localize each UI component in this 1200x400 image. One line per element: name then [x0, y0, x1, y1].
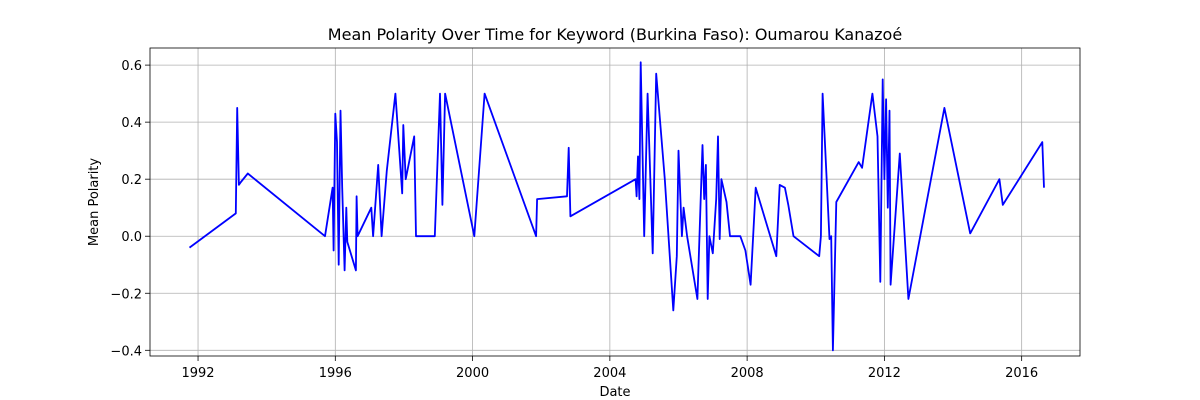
grid-lines: [150, 48, 1080, 356]
x-axis-title: Date: [599, 385, 630, 400]
chart-title: Mean Polarity Over Time for Keyword (Bur…: [328, 25, 902, 44]
x-tick-label: 2012: [868, 366, 901, 381]
x-axis-ticks: 1992 1996 2000 2004 2008 2012 2016: [181, 356, 1038, 381]
y-tick-label: −0.2: [110, 287, 142, 302]
series-line-mean-polarity: [188, 61, 1045, 352]
x-tick-label: 2004: [593, 366, 626, 381]
plot-frame: [149, 47, 1081, 357]
x-tick-label: 1992: [181, 366, 214, 381]
x-tick-label: 1996: [319, 366, 352, 381]
y-tick-label: 0.6: [121, 59, 142, 74]
y-tick-label: 0.2: [121, 173, 142, 188]
x-tick-label: 2000: [456, 366, 489, 381]
x-tick-label: 2016: [1005, 366, 1038, 381]
y-axis-ticks: −0.4 −0.2 0.0 0.2 0.4 0.6: [110, 59, 150, 359]
y-tick-label: −0.4: [110, 344, 142, 359]
y-tick-label: 0.4: [121, 116, 142, 131]
y-tick-label: 0.0: [121, 230, 142, 245]
x-tick-label: 2008: [731, 366, 764, 381]
y-axis-title: Mean Polarity: [87, 158, 102, 247]
